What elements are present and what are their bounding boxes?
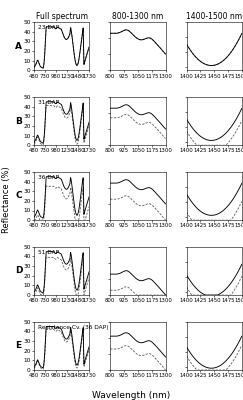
Text: A: A [15, 42, 22, 51]
Text: 36 DAP: 36 DAP [38, 175, 60, 180]
Text: 51 DAP: 51 DAP [38, 250, 60, 255]
Text: Resistance Cv. (36 DAP): Resistance Cv. (36 DAP) [38, 325, 109, 330]
Text: D: D [15, 266, 22, 276]
Text: 31 DAP: 31 DAP [38, 100, 60, 105]
Title: Full spectrum: Full spectrum [36, 12, 88, 21]
Text: Reflectance (%): Reflectance (%) [1, 167, 11, 233]
Text: B: B [15, 116, 22, 126]
Text: Wavelength (nm): Wavelength (nm) [92, 391, 170, 400]
Text: E: E [16, 341, 22, 350]
Text: 23 DAP: 23 DAP [38, 25, 60, 30]
Title: 800-1300 nm: 800-1300 nm [112, 12, 164, 21]
Title: 1400-1500 nm: 1400-1500 nm [186, 12, 242, 21]
Text: C: C [15, 192, 22, 200]
